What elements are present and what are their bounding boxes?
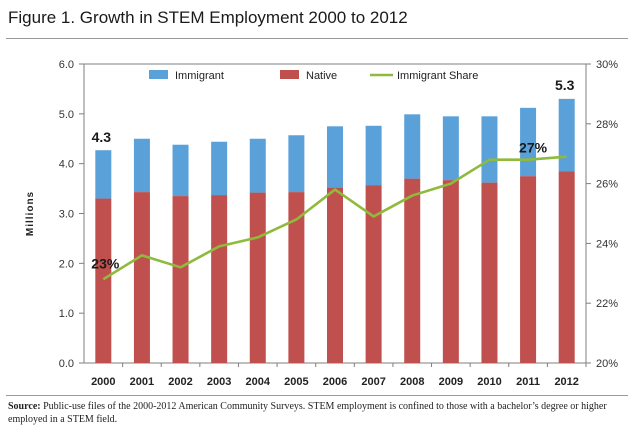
x-tick-label: 2005 [284,376,308,388]
bar-native [520,176,537,363]
immigrant-share-line [102,155,567,281]
bar-native [95,198,112,363]
bar-native [365,185,382,363]
bar-native [481,182,498,363]
start-share-label: 23% [91,255,120,271]
bar-immigrant [481,116,498,183]
y-tick-label: 2.0 [59,258,74,270]
legend-label-native: Native [306,70,337,82]
y-tick-label: 1.0 [59,308,74,320]
end-share-label: 27% [519,140,548,156]
bar-native [558,171,575,363]
bar-immigrant [95,150,112,199]
bar-native [249,192,266,363]
bar-native [288,192,305,363]
source-divider [6,395,628,396]
y-tick-label: 0.0 [59,358,74,370]
bar-immigrant [211,141,228,196]
bar-immigrant [133,138,150,193]
chart-title: Figure 1. Growth in STEM Employment 2000… [8,8,408,27]
y2-tick-label: 24% [596,238,618,250]
legend-label-immigrant: Immigrant [175,70,224,82]
x-tick-label: 2008 [400,376,424,388]
x-tick-label: 2001 [130,376,154,388]
legend-swatch-immigrant [149,70,168,79]
x-tick-label: 2002 [168,376,192,388]
y2-tick-label: 22% [596,298,618,310]
bar-immigrant [365,125,382,186]
y2-tick-label: 20% [596,358,618,370]
source-note: Source: Public-use files of the 2000-201… [8,400,626,426]
bar-native [133,192,150,363]
y2-tick-label: 26% [596,179,618,191]
x-tick-label: 2009 [439,376,463,388]
bar-native [172,196,189,363]
x-tick-label: 2006 [323,376,347,388]
x-tick-label: 2003 [207,376,231,388]
bar-immigrant [558,98,575,172]
bar-immigrant [327,126,343,188]
legend-swatch-native [280,70,299,79]
y2-tick-label: 28% [596,119,618,131]
bar-native [404,178,421,363]
x-tick-label: 2011 [516,376,540,388]
bar-immigrant [404,114,421,179]
source-text: Public-use files of the 2000-2012 Americ… [8,401,607,425]
bar-immigrant [288,135,305,193]
title-divider [6,38,628,39]
end-total-label: 5.3 [555,77,575,93]
bar-native [211,195,228,363]
y2-tick-label: 30% [596,59,618,71]
bar-immigrant [249,138,266,193]
bar-native [327,187,343,363]
start-total-label: 4.3 [92,129,112,145]
y-tick-label: 3.0 [59,209,74,221]
y-axis-title: Millions [25,191,36,236]
x-tick-label: 2012 [554,376,578,388]
stem-employment-chart: 0.0 1.0 2.0 3.0 4.0 5.0 6.0 20% 22% 24% 26% 28% 30% M… [25,59,618,388]
y-tick-label: 5.0 [59,109,74,121]
bar-immigrant [442,116,459,181]
x-tick-label: 2010 [477,376,501,388]
y-tick-label: 6.0 [59,59,74,71]
legend-label-share: Immigrant Share [397,70,478,82]
y-tick-label: 4.0 [59,159,74,171]
x-tick-label: 2007 [361,376,385,388]
bar-native [442,180,459,363]
x-tick-label: 2000 [91,376,115,388]
bar-immigrant [172,144,189,197]
source-label: Source: [8,401,41,412]
x-tick-label: 2004 [246,376,271,388]
